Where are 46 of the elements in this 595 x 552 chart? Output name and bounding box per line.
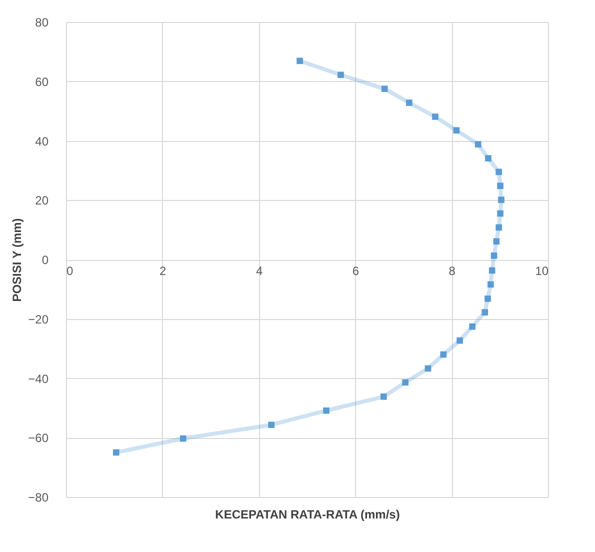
point: [474, 141, 482, 148]
point: [484, 296, 491, 302]
point: [482, 309, 488, 316]
x-tick-label: 8: [448, 264, 456, 278]
point: [485, 155, 492, 162]
point: [496, 168, 502, 176]
point: [440, 351, 447, 358]
y-tick-label: −60: [28, 431, 49, 446]
point: [180, 435, 186, 442]
point: [432, 114, 438, 120]
y-tick-label: −20: [28, 312, 49, 326]
point: [488, 267, 496, 274]
point: [338, 72, 344, 78]
y-axis-title: POSISI Y (mm): [10, 218, 24, 302]
point: [496, 224, 502, 231]
point: [424, 365, 432, 372]
point: [296, 58, 303, 64]
point: [487, 281, 494, 288]
x-tick-label: 6: [352, 264, 360, 278]
point: [112, 449, 120, 456]
point: [456, 337, 463, 344]
point: [490, 252, 498, 259]
y-tick-label: −80: [28, 490, 49, 504]
y-tick-label: 80: [35, 16, 49, 30]
point: [493, 238, 500, 245]
point: [453, 127, 460, 134]
point: [497, 182, 504, 190]
x-tick-label: 0: [66, 264, 74, 278]
point: [469, 323, 476, 330]
point: [381, 86, 388, 92]
x-tick-label: 10: [535, 264, 549, 278]
point: [498, 196, 504, 203]
x-axis-title: KECEPATAN RATA-RATA (mm/s): [215, 508, 400, 522]
x-tick-label: 4: [256, 264, 263, 278]
point: [406, 100, 412, 106]
y-tick-label: 20: [35, 194, 49, 208]
y-tick-label: 0: [42, 253, 49, 267]
y-tick-label: 40: [35, 134, 49, 148]
x-tick-label: 2: [160, 264, 167, 278]
point: [268, 422, 274, 428]
point: [497, 210, 504, 217]
y-tick-label: −40: [28, 372, 49, 386]
y-tick-label: 60: [35, 74, 49, 89]
point: [402, 379, 408, 386]
point: [380, 393, 387, 400]
point: [323, 407, 330, 414]
